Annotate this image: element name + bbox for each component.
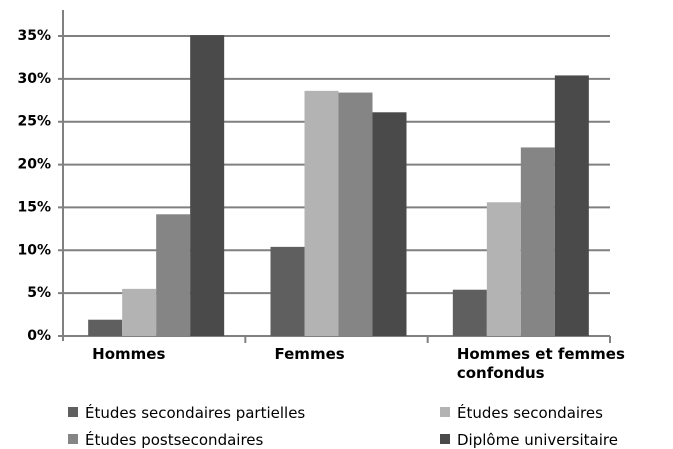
legend-swatch xyxy=(68,407,78,417)
bar xyxy=(372,112,407,337)
bar xyxy=(452,289,487,336)
bar xyxy=(122,288,157,336)
bar xyxy=(270,246,305,336)
legend-entry: Diplôme universitaire xyxy=(440,431,618,449)
y-tick-label: 0% xyxy=(27,328,51,344)
legend-label: Études postsecondaires xyxy=(85,431,264,449)
legend-entry: Études postsecondaires xyxy=(68,431,263,449)
bar xyxy=(520,147,555,336)
x-tick-label: Femmes xyxy=(274,345,345,363)
bar xyxy=(190,35,225,337)
x-tick-label: Hommes xyxy=(92,345,166,363)
y-tick-label: 5% xyxy=(27,285,51,301)
y-tick-label: 35% xyxy=(17,28,51,44)
y-tick-label: 25% xyxy=(17,114,51,130)
bar xyxy=(554,75,589,336)
legend-swatch xyxy=(440,434,450,444)
legend-swatch xyxy=(68,434,78,444)
bar xyxy=(486,202,521,336)
bar xyxy=(338,92,373,336)
plot: 0% 5% 10% 15% 20% 25% 30% 35% xyxy=(17,10,611,344)
bar xyxy=(304,90,339,336)
legend-label: Études secondaires xyxy=(457,404,603,422)
y-tick-label: 20% xyxy=(17,157,51,173)
bar xyxy=(88,319,123,336)
y-tick-label: 10% xyxy=(17,242,51,258)
legend-entry: Études secondaires xyxy=(440,404,603,422)
bar xyxy=(156,214,191,336)
legend-swatch xyxy=(440,407,450,417)
y-tick-label: 30% xyxy=(17,71,51,87)
legend-label: Études secondaires partielles xyxy=(85,404,306,422)
legend-label: Diplôme universitaire xyxy=(457,431,618,449)
y-tick-label: 15% xyxy=(17,199,51,215)
x-tick-label: Hommes et femmes confondus xyxy=(456,345,625,382)
legend-entry: Études secondaires partielles xyxy=(68,404,305,422)
